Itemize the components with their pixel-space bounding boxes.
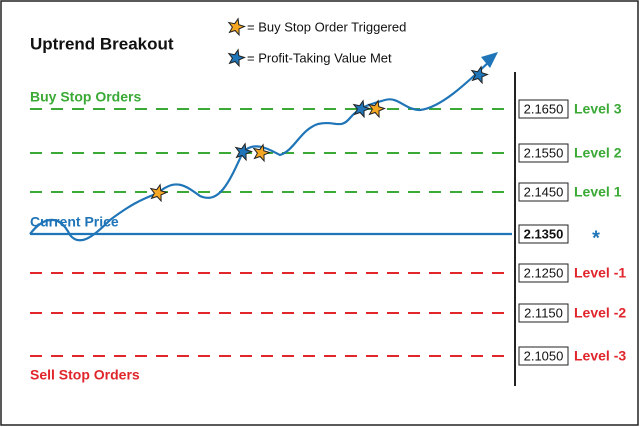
price-box [518, 346, 569, 366]
level-label: Level 3 [574, 101, 622, 117]
price-box [518, 99, 569, 119]
price-box [518, 182, 569, 202]
star-icon [227, 17, 246, 37]
star-icon [149, 183, 168, 203]
price-label: 2.1250 [524, 265, 564, 280]
legend-label: = Buy Stop Order Triggered [247, 19, 406, 34]
level-label: Level 2 [574, 145, 622, 161]
star-icon [252, 143, 271, 163]
star-icon [367, 99, 386, 119]
title: Uptrend Breakout [30, 34, 174, 53]
arrow-head [481, 52, 498, 68]
current-price-label: Current Price [30, 214, 119, 230]
price-label: 2.1350 [524, 226, 564, 241]
price-box [518, 143, 569, 163]
price-box [518, 263, 569, 283]
level-label: Level -2 [574, 305, 626, 321]
price-curve [29, 57, 494, 242]
price-label: 2.1050 [524, 348, 564, 363]
price-label: 2.1450 [524, 184, 564, 199]
legend-label: = Profit-Taking Value Met [247, 50, 392, 65]
star-icon [234, 142, 253, 162]
price-box [518, 303, 569, 323]
sell-stop-label: Sell Stop Orders [30, 367, 140, 383]
price-box [518, 224, 569, 244]
star-icon [227, 48, 246, 68]
level-label: Level -3 [574, 348, 626, 364]
buy-stop-label: Buy Stop Orders [30, 89, 141, 105]
star-icon [470, 65, 489, 85]
price-label: 2.1650 [524, 101, 564, 116]
price-label: 2.1550 [524, 145, 564, 160]
level-label: Level -1 [574, 265, 626, 281]
level-label: Level 1 [574, 184, 622, 200]
current-marker: * [592, 227, 600, 249]
star-icon [352, 99, 371, 119]
price-label: 2.1150 [524, 305, 563, 320]
